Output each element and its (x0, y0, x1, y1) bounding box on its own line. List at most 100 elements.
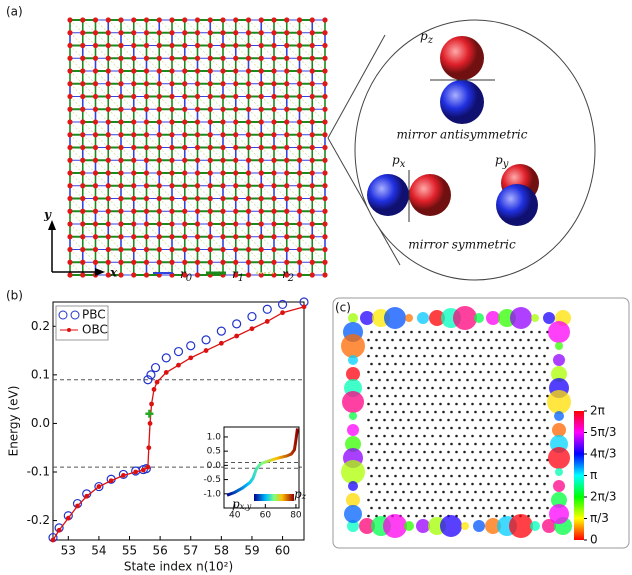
lattice-site (80, 119, 86, 125)
lattice-r2 (146, 198, 160, 212)
lattice-r2 (159, 96, 173, 110)
lattice-site (207, 93, 213, 100)
site (375, 514, 378, 518)
lattice-r2 (197, 172, 211, 186)
lattice-site (233, 221, 239, 227)
lattice-r2 (248, 147, 262, 161)
site (410, 394, 413, 398)
lattice-r2 (133, 198, 147, 212)
lattice-site (182, 246, 188, 253)
site (490, 458, 493, 462)
lattice-site (284, 195, 290, 202)
site (479, 418, 482, 422)
lattice-r2 (312, 236, 326, 250)
site (426, 410, 429, 414)
site (418, 346, 421, 350)
site (546, 506, 549, 510)
lattice-r2 (120, 172, 134, 186)
site (498, 474, 501, 478)
lattice-site (105, 221, 111, 227)
site (415, 450, 418, 454)
site (522, 426, 525, 430)
lattice-site (131, 42, 137, 49)
site (447, 466, 450, 470)
lattice-r2 (95, 185, 109, 199)
site (402, 442, 405, 446)
site (394, 474, 397, 478)
lattice-r2 (235, 45, 249, 59)
site (375, 466, 378, 470)
lattice-r2 (210, 185, 224, 199)
lattice-r2 (95, 223, 109, 237)
lattice-site (182, 259, 188, 265)
lattice-r2 (184, 96, 198, 110)
lattice-site (271, 68, 277, 74)
site (530, 506, 533, 510)
site (522, 442, 525, 446)
lattice-site (258, 132, 264, 138)
lattice-site (258, 234, 264, 240)
lattice-site (233, 81, 239, 87)
lattice-site (271, 183, 277, 189)
lattice-r2 (108, 58, 122, 72)
lattice-site (92, 93, 99, 100)
lattice-site (67, 221, 73, 227)
lattice-r2 (82, 172, 96, 186)
lattice-r2 (197, 211, 211, 225)
lattice-r2 (120, 45, 134, 59)
site (503, 370, 506, 374)
lattice-r2 (184, 262, 198, 276)
lattice-site (92, 195, 99, 202)
lattice-site (169, 106, 175, 112)
lattice-r2 (171, 19, 185, 33)
y-tick-label: -0.1 (27, 465, 50, 479)
site (474, 362, 477, 366)
site (471, 338, 474, 342)
lattice-r2 (120, 70, 134, 84)
site (386, 346, 389, 350)
site (367, 402, 370, 406)
site (522, 490, 525, 494)
lattice-site (80, 195, 86, 202)
lattice-r2 (184, 58, 198, 72)
edge-amplitude (549, 504, 569, 524)
lattice-r2 (82, 96, 96, 110)
site (450, 378, 453, 382)
lattice-r2 (235, 198, 249, 212)
site (386, 474, 389, 478)
site (383, 434, 386, 438)
lattice-site (131, 183, 137, 189)
lattice-r2 (108, 262, 122, 276)
edge-amplitude (429, 310, 445, 326)
site (402, 362, 405, 366)
site (375, 338, 378, 342)
lattice-r2 (222, 185, 236, 199)
lattice-r2 (286, 211, 300, 225)
site (466, 426, 469, 430)
lattice-r2 (210, 223, 224, 237)
lattice-site (194, 272, 201, 278)
data-point (188, 355, 194, 361)
lattice-site (233, 157, 239, 163)
lattice-site (284, 208, 290, 214)
site (378, 506, 381, 510)
lattice-site (143, 17, 150, 23)
lattice-r2 (197, 147, 211, 161)
lattice-r2 (69, 147, 83, 161)
site (463, 466, 466, 470)
axis-label: x (109, 266, 118, 280)
x-tick-label: 60 (260, 511, 272, 521)
lattice-r2 (299, 134, 313, 148)
lattice-site (131, 81, 137, 87)
x-tick-label: 58 (214, 544, 229, 558)
lattice-r2 (197, 223, 211, 237)
lattice-site (296, 221, 303, 227)
lattice-site (220, 259, 226, 265)
site (399, 418, 402, 422)
edge-amplitude (348, 313, 358, 323)
lattice-site (245, 259, 252, 265)
data-point (277, 299, 288, 310)
lattice-r2 (159, 211, 173, 225)
site (442, 362, 445, 366)
lattice-site (169, 132, 175, 138)
